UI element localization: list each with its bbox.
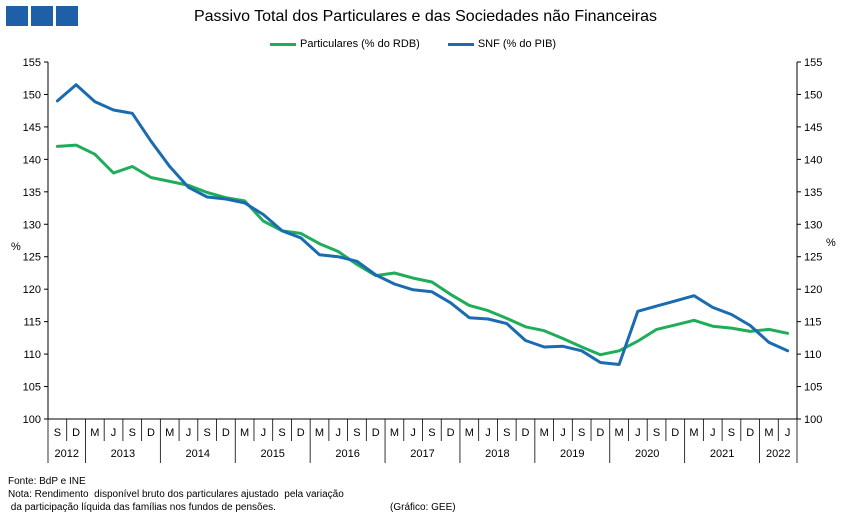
x-tick-label: J <box>111 427 117 439</box>
x-tick-label: J <box>186 427 192 439</box>
x-tick-label: S <box>428 427 435 439</box>
y-tick-label-right: 140 <box>804 154 822 166</box>
y-tick-label-right: 125 <box>804 252 822 264</box>
legend-swatch-snf <box>447 42 474 46</box>
y-tick-label-right: 120 <box>804 284 822 296</box>
chart-title: Passivo Total dos Particulares e das Soc… <box>193 8 658 25</box>
series-line-snf <box>55 83 790 366</box>
year-label: 2017 <box>410 448 434 460</box>
footer-note-line2: da participação líquida das famílias nos… <box>8 502 276 513</box>
year-label: 2022 <box>766 448 790 460</box>
gee-logo <box>6 6 78 26</box>
y-tick-label-left: 135 <box>23 187 41 199</box>
y-tick-label-left: 120 <box>23 284 41 296</box>
x-tick-label: M <box>165 427 174 439</box>
year-label: 2013 <box>111 448 135 460</box>
x-tick-label: M <box>390 427 399 439</box>
x-tick-label: M <box>540 427 549 439</box>
year-label: 2019 <box>560 448 584 460</box>
x-tick-label: M <box>240 427 249 439</box>
x-tick-label: S <box>653 427 660 439</box>
y-tick-label-left: 100 <box>23 414 41 426</box>
y-axis-label-left: % <box>11 241 21 253</box>
y-tick-label-right: 145 <box>804 122 822 134</box>
y-tick-label-right: 100 <box>804 414 822 426</box>
logo-block-3 <box>56 6 78 26</box>
legend-swatch-particulares <box>270 42 296 46</box>
x-tick-label: J <box>261 427 267 439</box>
year-label: 2014 <box>186 448 210 460</box>
x-tick-label: D <box>147 427 155 439</box>
year-label: 2015 <box>260 448 284 460</box>
y-tick-label-left: 145 <box>23 122 41 134</box>
y-tick-label-left: 155 <box>23 57 41 69</box>
x-tick-label: D <box>297 427 305 439</box>
legend-item-particulares: Particulares (% do RDB) <box>270 38 420 50</box>
x-tick-label: M <box>764 427 773 439</box>
x-tick-label: S <box>578 427 585 439</box>
x-tick-label: D <box>72 427 80 439</box>
series-line-particulares <box>55 143 790 357</box>
x-tick-label: M <box>465 427 474 439</box>
x-tick-label: D <box>671 427 679 439</box>
y-tick-label-left: 115 <box>23 317 41 329</box>
year-label: 2021 <box>710 448 734 460</box>
footer-source: Fonte: BdP e INE <box>8 476 86 487</box>
y-tick-label-right: 115 <box>804 317 822 329</box>
logo-block-1 <box>6 6 28 26</box>
x-tick-label: D <box>746 427 754 439</box>
y-tick-label-left: 105 <box>23 382 41 394</box>
x-tick-label: J <box>410 427 416 439</box>
year-label: 2012 <box>54 448 78 460</box>
logo-block-2 <box>31 6 53 26</box>
y-tick-label-left: 140 <box>23 154 41 166</box>
x-tick-label: S <box>278 427 285 439</box>
x-tick-label: J <box>785 427 791 439</box>
x-tick-label: S <box>129 427 136 439</box>
year-label: 2016 <box>335 448 359 460</box>
x-tick-label: J <box>560 427 566 439</box>
y-tick-label-left: 110 <box>23 349 41 361</box>
x-tick-label: J <box>335 427 341 439</box>
x-tick-label: S <box>54 427 61 439</box>
x-tick-label: D <box>372 427 380 439</box>
x-tick-label: J <box>635 427 641 439</box>
x-tick-label: D <box>596 427 604 439</box>
x-tick-label: M <box>689 427 698 439</box>
footer-note-line1: Nota: Rendimento disponível bruto dos pa… <box>8 489 344 500</box>
year-label: 2020 <box>635 448 659 460</box>
legend-label-snf: SNF (% do PIB) <box>477 38 557 50</box>
x-tick-label: M <box>615 427 624 439</box>
y-tick-label-right: 135 <box>804 187 822 199</box>
y-tick-label-left: 125 <box>23 252 41 264</box>
x-tick-label: S <box>353 427 360 439</box>
year-label: 2018 <box>485 448 509 460</box>
x-tick-label: J <box>710 427 716 439</box>
x-tick-label: D <box>447 427 455 439</box>
y-tick-label-left: 150 <box>23 89 41 101</box>
x-tick-label: S <box>203 427 210 439</box>
y-tick-label-right: 155 <box>804 57 822 69</box>
legend-item-snf: SNF (% do PIB) <box>447 38 557 50</box>
x-tick-label: D <box>222 427 230 439</box>
x-tick-label: S <box>728 427 735 439</box>
x-tick-label: J <box>485 427 491 439</box>
x-tick-label: M <box>90 427 99 439</box>
legend-label-particulares: Particulares (% do RDB) <box>300 38 420 50</box>
y-tick-label-right: 150 <box>804 89 822 101</box>
y-tick-label-left: 130 <box>23 219 41 231</box>
x-tick-label: D <box>522 427 530 439</box>
x-tick-label: M <box>315 427 324 439</box>
y-axis-label-right: % <box>826 237 836 249</box>
y-tick-label-right: 110 <box>804 349 822 361</box>
chart-legend: Particulares (% do RDB) SNF (% do PIB) <box>270 38 556 50</box>
y-tick-label-right: 105 <box>804 382 822 394</box>
y-tick-label-right: 130 <box>804 219 822 231</box>
footer-credit: (Gráfico: GEE) <box>390 502 456 513</box>
x-tick-label: S <box>503 427 510 439</box>
